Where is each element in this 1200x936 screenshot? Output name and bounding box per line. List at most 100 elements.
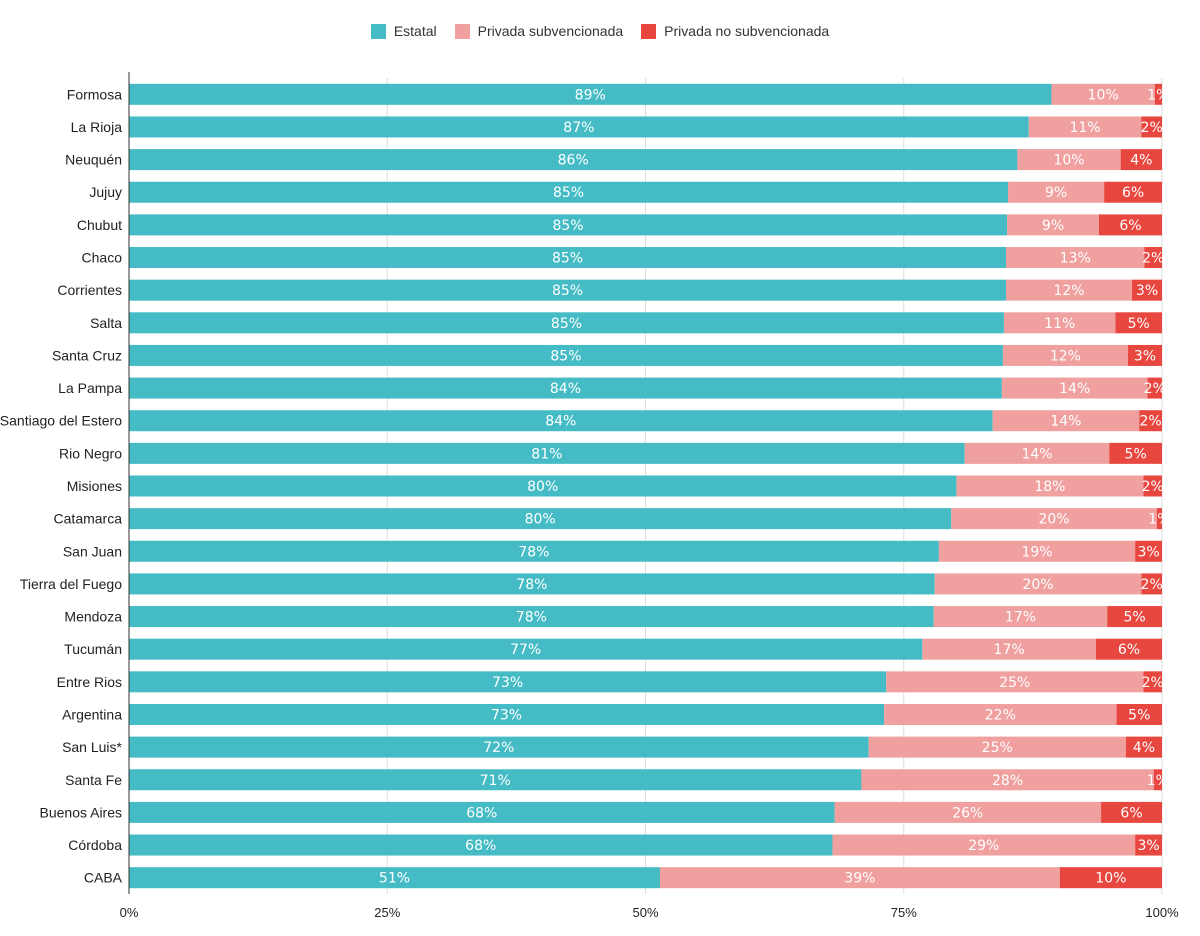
data-label: 10% [1053, 153, 1084, 169]
data-label: 18% [1034, 479, 1065, 495]
bar-segment [1120, 149, 1162, 171]
data-label: 12% [1053, 283, 1084, 299]
bar-segment [964, 442, 1110, 464]
bar-segment [129, 573, 935, 595]
data-label: 51% [379, 871, 410, 887]
bar-segment [129, 834, 833, 856]
bar-segment [1095, 638, 1162, 660]
data-label: 1% [1147, 773, 1169, 789]
category-label: Chubut [77, 217, 122, 233]
bar-segment [129, 442, 965, 464]
data-label: 3% [1136, 283, 1158, 299]
data-label: 5% [1128, 316, 1150, 332]
data-label: 9% [1045, 185, 1067, 201]
bar-segment [1008, 181, 1105, 203]
data-label: 6% [1120, 805, 1142, 821]
category-label: Tierra del Fuego [20, 576, 122, 592]
bar-segment [1143, 671, 1162, 693]
data-label: 85% [551, 316, 582, 332]
data-label: 4% [1130, 153, 1152, 169]
bar-segment [129, 606, 934, 628]
x-tick-label: 100% [1145, 905, 1179, 920]
data-label: 39% [844, 871, 875, 887]
data-label: 85% [552, 283, 583, 299]
data-label: 9% [1042, 218, 1064, 234]
bar-segment [1017, 149, 1121, 171]
category-label: Formosa [67, 86, 122, 102]
data-label: 81% [531, 446, 562, 462]
category-label: Mendoza [64, 609, 122, 625]
data-label: 14% [1021, 446, 1052, 462]
data-label: 11% [1044, 316, 1075, 332]
bar-segment [1141, 573, 1162, 595]
data-label: 5% [1128, 707, 1150, 723]
bar-segment [129, 377, 1002, 399]
data-label: 73% [491, 707, 522, 723]
x-tick-label: 0% [120, 905, 139, 920]
bar-segment [938, 540, 1136, 562]
bar-segment [1051, 83, 1155, 105]
data-label: 3% [1134, 348, 1156, 364]
bar-segment [1144, 247, 1162, 269]
bar-segment [834, 801, 1102, 823]
x-tick-label: 25% [374, 905, 400, 920]
bar-segment [832, 834, 1136, 856]
bar-segment [129, 410, 993, 432]
data-label: 13% [1060, 251, 1091, 267]
legend-item: Privada subvencionada [454, 23, 623, 39]
data-label: 17% [1005, 610, 1036, 626]
data-label: 73% [492, 675, 523, 691]
bar-segment [868, 736, 1126, 758]
data-label: 78% [518, 544, 549, 560]
bar-segment [992, 410, 1140, 432]
bar-segment [1153, 769, 1162, 791]
data-label: 72% [483, 740, 514, 756]
bar-segment [922, 638, 1096, 660]
category-label: Entre Rios [57, 674, 122, 690]
data-label: 2% [1142, 675, 1164, 691]
bar-segment [1006, 247, 1145, 269]
bar-segment [1139, 410, 1162, 432]
bar-segment [1109, 442, 1162, 464]
bar-segment [1116, 703, 1162, 725]
chart-legend: Estatal Privada subvencionada Privada no s… [0, 20, 1200, 42]
data-label: 84% [550, 381, 581, 397]
bar-segment [129, 703, 885, 725]
bar-segment [1007, 214, 1099, 236]
bar-segment [129, 149, 1018, 171]
bar-segment [933, 606, 1108, 628]
category-label: Salta [90, 315, 122, 331]
data-label: 68% [465, 838, 496, 854]
x-tick-label: 75% [891, 905, 917, 920]
data-label: 10% [1088, 87, 1119, 103]
legend-swatch [370, 23, 386, 39]
bar-segment [129, 475, 957, 497]
data-label: 25% [982, 740, 1013, 756]
data-label: 4% [1133, 740, 1155, 756]
data-label: 6% [1122, 185, 1144, 201]
bar-segment [129, 769, 862, 791]
bar-segment [129, 83, 1052, 105]
data-label: 28% [992, 773, 1023, 789]
legend-swatch [641, 23, 657, 39]
data-label: 2% [1141, 120, 1163, 136]
category-label: Jujuy [89, 184, 122, 200]
data-label: 85% [550, 348, 581, 364]
bar-segment [934, 573, 1142, 595]
data-label: 12% [1050, 348, 1081, 364]
bar-segment [1135, 834, 1162, 856]
bar-segment [129, 116, 1029, 138]
data-label: 85% [552, 251, 583, 267]
data-label: 71% [480, 773, 511, 789]
data-label: 78% [516, 577, 547, 593]
x-tick-label: 50% [632, 905, 658, 920]
bar-segment [1135, 540, 1162, 562]
data-label: 6% [1118, 642, 1140, 658]
bar-segment [956, 475, 1144, 497]
data-label: 20% [1022, 577, 1053, 593]
data-label: 1% [1148, 512, 1170, 528]
category-label: Buenos Aires [40, 804, 123, 820]
bar-segment [1143, 475, 1162, 497]
data-label: 2% [1141, 577, 1163, 593]
bar-segment [1001, 377, 1148, 399]
